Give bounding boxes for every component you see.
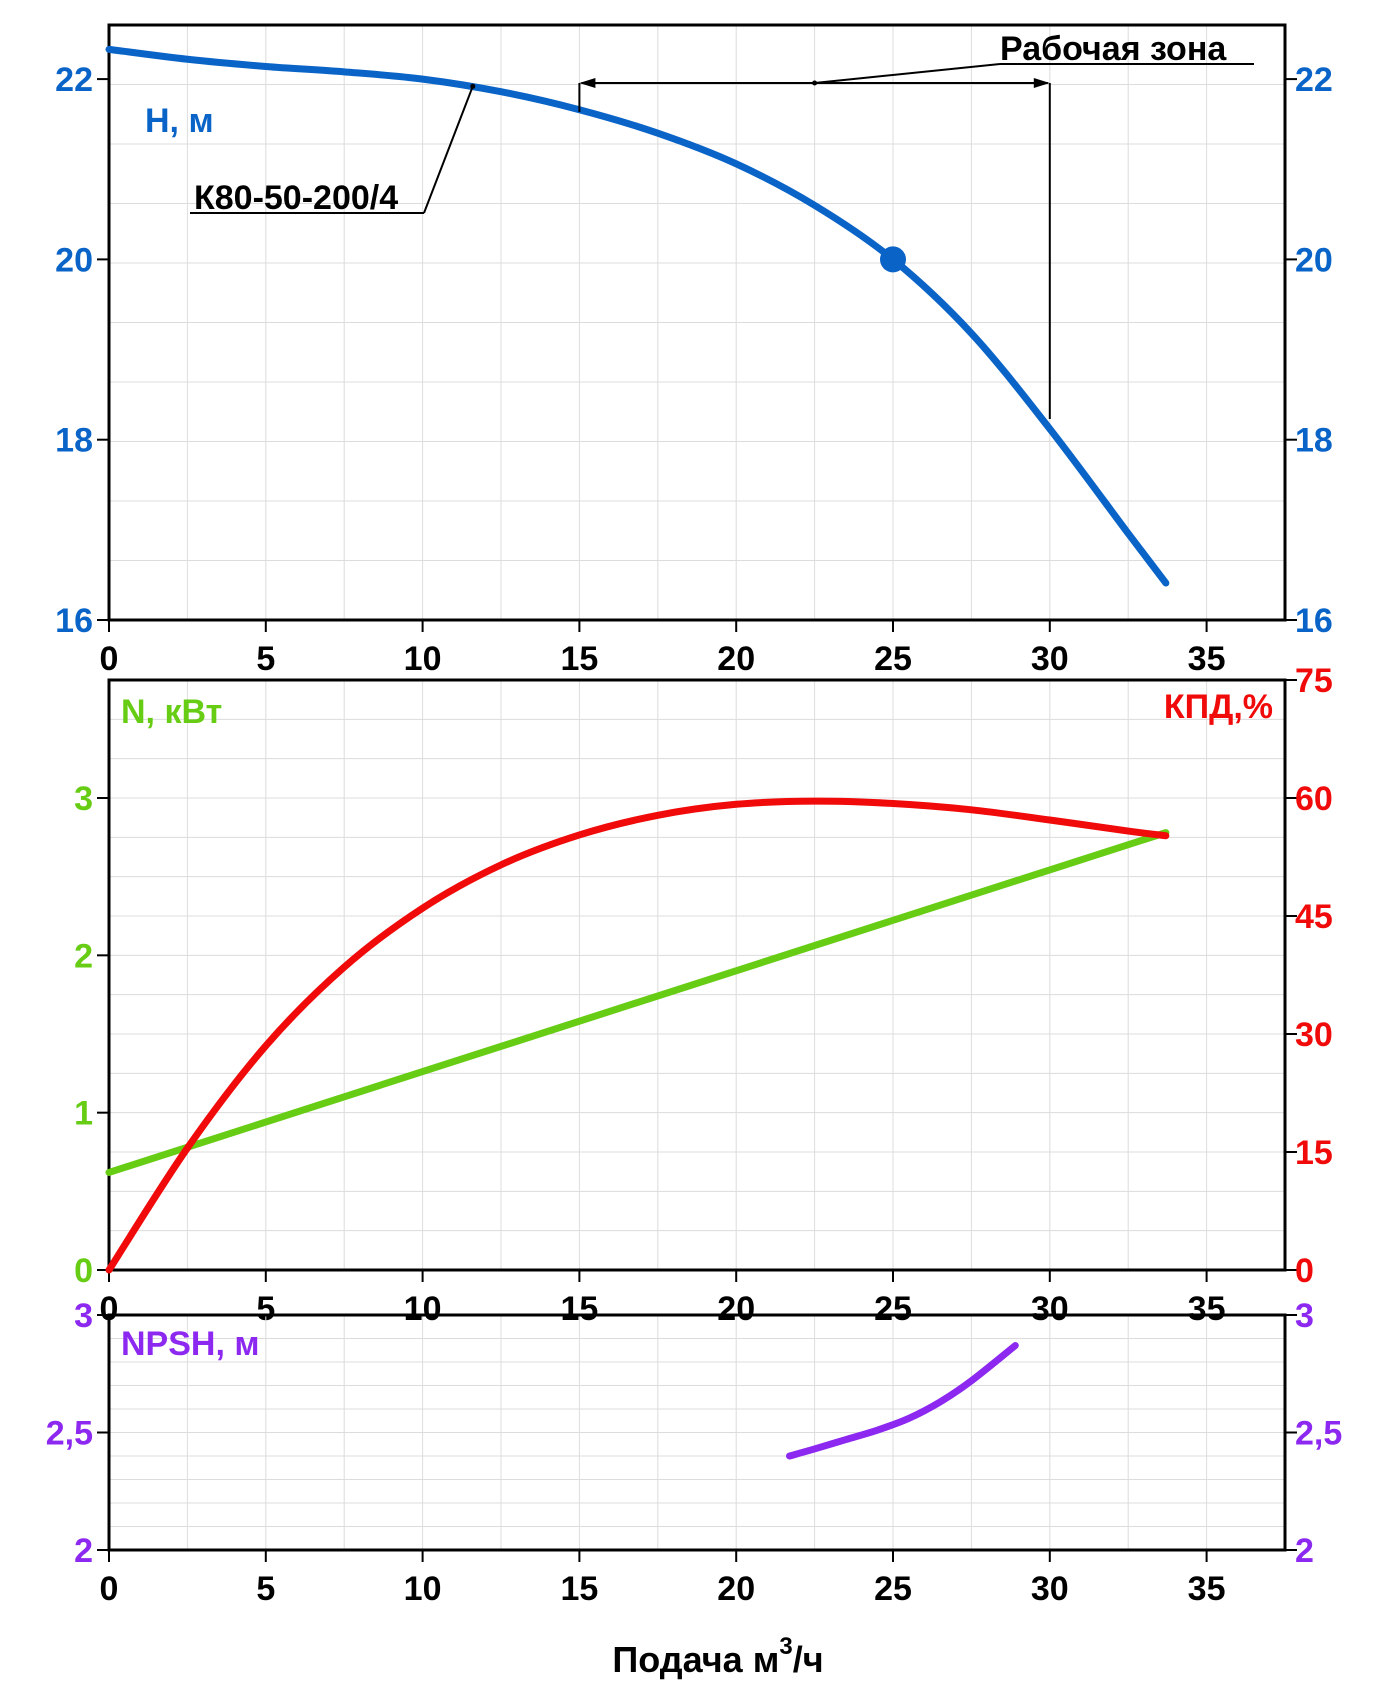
y-tick-label-right: 16 <box>1295 602 1333 640</box>
x-tick-label: 15 <box>560 1570 598 1608</box>
power-axis-label: N, кВт <box>121 693 222 731</box>
plot-frame <box>107 23 1287 622</box>
x-tick-label: 25 <box>874 640 912 678</box>
y-tick-label-left: 3 <box>74 780 93 818</box>
y-tick-label-left: 1 <box>74 1095 93 1133</box>
y-tick-label-right: 2 <box>1295 1532 1314 1570</box>
efficiency-curve <box>105 797 1170 1274</box>
y-tick-label-right: 30 <box>1295 1016 1333 1054</box>
x-tick-label: 25 <box>874 1570 912 1608</box>
y-tick-label-right: 22 <box>1295 61 1333 99</box>
x-tick-label: 0 <box>100 640 119 678</box>
y-tick-label-right: 18 <box>1295 422 1333 460</box>
x-tick-label: 35 <box>1188 640 1226 678</box>
y-tick-label-left: 2 <box>74 1532 93 1570</box>
x-tick-label: 20 <box>717 640 755 678</box>
power-curve <box>105 829 1170 1176</box>
y-tick-label-right: 45 <box>1295 898 1333 936</box>
efficiency-axis-label: КПД,% <box>1164 688 1273 726</box>
y-tick-label-left: 0 <box>74 1252 93 1290</box>
work-zone-arrow-right <box>1033 78 1050 88</box>
y-tick-label-left: 18 <box>55 422 93 460</box>
y-tick-label-right: 20 <box>1295 241 1333 279</box>
y-tick-label-left: 2 <box>74 937 93 975</box>
x-tick-label: 15 <box>560 640 598 678</box>
work-zone-label: Рабочая зона <box>1000 30 1227 68</box>
x-axis-title-superscript: 3 <box>779 1633 792 1660</box>
x-tick-label: 5 <box>256 640 275 678</box>
y-tick-label-right: 2,5 <box>1295 1415 1342 1453</box>
y-tick-label-right: 0 <box>1295 1252 1314 1290</box>
x-axis-title: Подача м3/ч <box>612 1633 823 1680</box>
curve-label: К80-50-200/4 <box>194 179 398 217</box>
y-tick-label-right: 3 <box>1295 1297 1314 1335</box>
x-tick-label: 5 <box>256 1290 275 1328</box>
head-curve <box>105 45 1170 587</box>
y-tick-label-right: 15 <box>1295 1134 1333 1172</box>
x-tick-label: 10 <box>404 1570 442 1608</box>
x-tick-label: 35 <box>1188 1570 1226 1608</box>
x-tick-label: 30 <box>1031 1570 1069 1608</box>
y-tick-label-left: 20 <box>55 241 93 279</box>
plot-frame <box>107 678 1287 1272</box>
operating-point-marker <box>880 246 906 273</box>
y-tick-label-right: 60 <box>1295 780 1333 818</box>
x-tick-label: 20 <box>717 1570 755 1608</box>
y-tick-label-left: 22 <box>55 61 93 99</box>
work-zone-leader <box>814 63 1001 84</box>
y-tick-label-left: 2,5 <box>46 1415 93 1453</box>
y-tick-label-left: 16 <box>55 602 93 640</box>
x-tick-label: 0 <box>100 1290 119 1328</box>
head-axis-label: H, м <box>145 102 214 140</box>
x-axis-title-suffix: /ч <box>793 1639 824 1680</box>
x-tick-label: 0 <box>100 1570 119 1608</box>
x-tick-label: 5 <box>256 1570 275 1608</box>
npsh-axis-label: NPSH, м <box>121 1325 260 1363</box>
y-tick-label-left: 3 <box>74 1297 93 1335</box>
npsh-curve <box>786 1342 1019 1460</box>
x-axis-title-main: Подача м <box>612 1639 779 1680</box>
x-tick-label: 30 <box>1031 640 1069 678</box>
work-zone-arrow-left <box>579 78 596 88</box>
curve-label-leader <box>423 85 474 214</box>
y-tick-label-right: 75 <box>1295 662 1333 700</box>
x-tick-label: 10 <box>404 640 442 678</box>
